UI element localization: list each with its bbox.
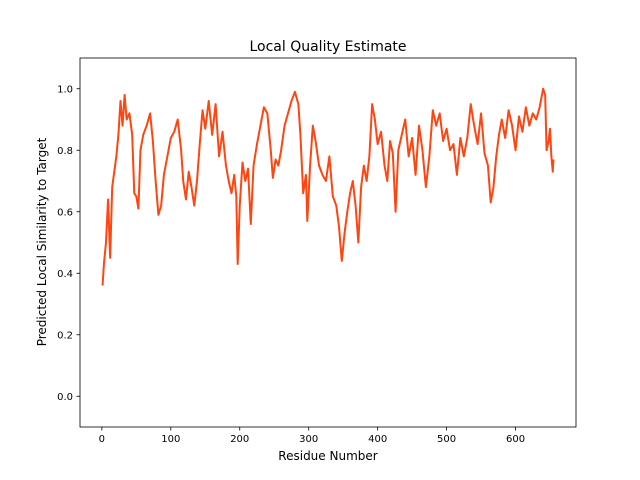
- plot-frame: [79, 57, 577, 428]
- x-tick-label: 100: [161, 434, 180, 445]
- y-tick-label: 1.0: [57, 84, 73, 95]
- chart-title: Local Quality Estimate: [249, 39, 406, 55]
- y-tick-label: 0.0: [57, 392, 73, 403]
- y-tick-label: 0.8: [57, 146, 73, 157]
- x-tick-label: 300: [299, 434, 318, 445]
- data-line: [101, 87, 555, 286]
- x-tick-label: 0: [99, 434, 105, 445]
- y-axis-label: Predicted Local Similarity to Target: [35, 137, 49, 346]
- y-tick-label: 0.2: [57, 330, 73, 341]
- y-tick-label: 0.6: [57, 207, 73, 218]
- x-axis-label: Residue Number: [278, 449, 377, 463]
- x-tick-label: 400: [368, 434, 387, 445]
- y-tick-label: 0.4: [57, 269, 73, 280]
- x-tick-label: 200: [230, 434, 249, 445]
- x-tick-label: 500: [437, 434, 456, 445]
- x-tick-label: 600: [506, 434, 525, 445]
